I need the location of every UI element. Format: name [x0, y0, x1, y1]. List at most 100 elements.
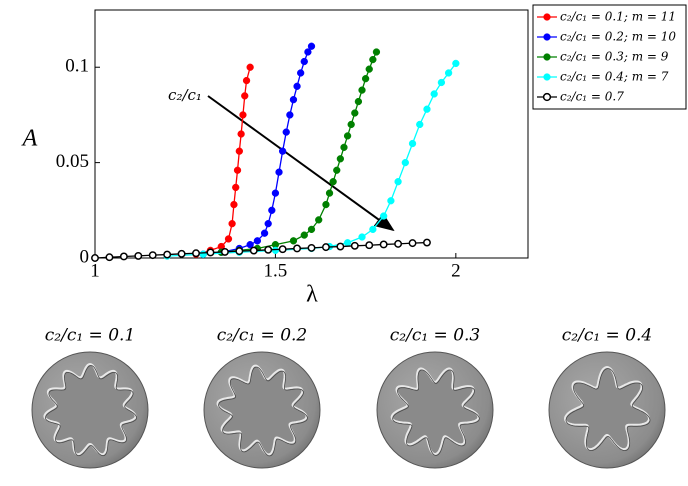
- data-point: [243, 77, 250, 84]
- data-point: [330, 178, 337, 185]
- data-point: [301, 232, 308, 239]
- panel-caption: c₂/c₁ = 0.4: [562, 326, 653, 346]
- legend-label: c₂/c₁ = 0.1; m = 11: [560, 10, 676, 24]
- x-tick-label: 1: [90, 260, 100, 281]
- data-point: [359, 234, 366, 241]
- data-point: [222, 249, 228, 255]
- data-point: [409, 240, 415, 246]
- legend-marker: [544, 34, 551, 41]
- legend-marker: [544, 94, 551, 101]
- data-point: [121, 253, 127, 259]
- data-point: [290, 96, 297, 103]
- data-point: [240, 112, 247, 119]
- data-point: [337, 155, 344, 162]
- data-point: [283, 129, 290, 136]
- data-point: [337, 243, 343, 249]
- data-point: [323, 244, 329, 250]
- data-point: [92, 255, 98, 261]
- y-axis-label: A: [21, 126, 38, 152]
- data-point: [232, 184, 239, 191]
- data-point: [238, 131, 245, 138]
- data-point: [352, 243, 358, 249]
- trend-arrow: [208, 96, 393, 230]
- data-point: [344, 133, 351, 140]
- y-tick-label: 0: [80, 246, 90, 267]
- legend-label: c₂/c₁ = 0.3; m = 9: [560, 50, 669, 64]
- data-point: [424, 239, 430, 245]
- panel-caption: c₂/c₁ = 0.3: [390, 326, 481, 346]
- series-line: [203, 46, 311, 254]
- figure: A λ c₂/c₁ 1 1.5 2 0 0.05 0.1 c₂/c₁ = 0.1; m = …: [0, 0, 688, 486]
- data-point: [193, 250, 199, 256]
- legend-label: c₂/c₁ = 0.2; m = 10: [560, 30, 676, 44]
- panel-caption: c₂/c₁ = 0.1: [45, 326, 136, 346]
- data-point: [416, 121, 423, 128]
- data-point: [106, 254, 112, 260]
- data-point: [234, 167, 241, 174]
- y-tick-label: 0.1: [65, 56, 89, 77]
- legend-marker: [544, 54, 551, 61]
- data-point: [351, 110, 358, 117]
- data-point: [366, 66, 373, 73]
- data-point: [308, 43, 315, 50]
- data-point: [344, 239, 351, 246]
- data-point: [326, 190, 333, 197]
- legend-marker: [544, 74, 551, 81]
- data-point: [200, 251, 207, 258]
- data-point: [355, 98, 362, 105]
- data-point: [231, 201, 238, 208]
- data-point: [387, 197, 394, 204]
- legend-marker: [544, 14, 551, 21]
- data-point: [424, 106, 431, 113]
- series-line: [95, 243, 427, 258]
- panel-caption: c₂/c₁ = 0.2: [217, 326, 308, 346]
- data-point: [279, 148, 286, 155]
- data-point: [265, 247, 271, 253]
- data-point: [348, 121, 355, 128]
- data-point: [261, 230, 268, 237]
- data-point: [241, 92, 248, 99]
- data-point: [315, 216, 322, 223]
- data-point: [290, 237, 297, 244]
- data-point: [369, 56, 376, 63]
- data-point: [178, 251, 184, 257]
- data-point: [254, 237, 261, 244]
- data-point: [409, 140, 416, 147]
- data-point: [308, 245, 314, 251]
- data-point: [323, 201, 330, 208]
- data-point: [272, 190, 279, 197]
- data-point: [359, 87, 366, 94]
- annotation: c₂/c₁: [168, 86, 202, 104]
- data-point: [452, 60, 459, 67]
- legend-label: c₂/c₁ = 0.7: [560, 90, 624, 104]
- data-point: [225, 236, 232, 243]
- data-point: [333, 167, 340, 174]
- legend-label: c₂/c₁ = 0.4; m = 7: [560, 70, 669, 84]
- data-point: [402, 159, 409, 166]
- data-point: [366, 242, 372, 248]
- x-tick-label: 1.5: [264, 260, 288, 281]
- data-point: [265, 220, 272, 227]
- data-point: [251, 247, 257, 253]
- data-point: [268, 207, 275, 214]
- data-point: [395, 241, 401, 247]
- data-point: [341, 144, 348, 151]
- data-point: [395, 178, 402, 185]
- x-tick-label: 2: [451, 260, 461, 281]
- y-tick-label: 0.05: [56, 151, 89, 172]
- data-point: [294, 83, 301, 90]
- x-axis-label: λ: [306, 282, 318, 308]
- data-point: [308, 226, 315, 233]
- data-point: [279, 246, 285, 252]
- data-point: [236, 248, 242, 254]
- data-point: [445, 70, 452, 77]
- data-point: [164, 251, 170, 257]
- data-point: [438, 79, 445, 86]
- data-point: [236, 148, 243, 155]
- data-point: [301, 58, 308, 65]
- data-point: [373, 49, 380, 56]
- data-point: [229, 220, 236, 227]
- data-point: [276, 169, 283, 176]
- data-point: [135, 253, 141, 259]
- data-point: [272, 247, 279, 254]
